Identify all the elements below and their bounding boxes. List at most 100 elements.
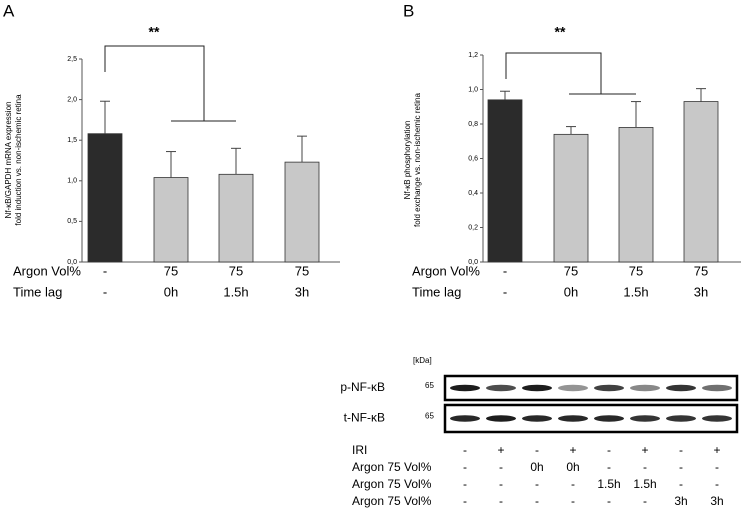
- x-tick-label: 1.5h: [223, 284, 248, 299]
- condition-value: -: [499, 460, 503, 474]
- blot-band: [630, 415, 660, 422]
- condition-value: -: [463, 460, 467, 474]
- condition-value: -: [679, 443, 683, 457]
- condition-value: 1.5h: [597, 477, 620, 491]
- blot-row-label: p-NF-κB: [340, 380, 385, 394]
- x-tick-label: 75: [164, 263, 178, 278]
- condition-value: +: [641, 443, 648, 457]
- x-tick-label: 1.5h: [623, 284, 648, 299]
- kda-label: 65: [425, 381, 434, 390]
- condition-value: 3h: [674, 494, 687, 508]
- y-tick-label: 1,5: [67, 137, 77, 144]
- row-label: Time lag: [13, 284, 62, 299]
- blot-band: [558, 384, 588, 392]
- row-label: Time lag: [412, 284, 461, 299]
- condition-value: 0h: [530, 460, 543, 474]
- condition-value: -: [463, 494, 467, 508]
- blot-band: [486, 384, 516, 392]
- condition-value: -: [643, 494, 647, 508]
- condition-value: -: [715, 460, 719, 474]
- condition-value: -: [535, 477, 539, 491]
- bar: [284, 161, 320, 263]
- condition-value: +: [497, 443, 504, 457]
- y-tick-label: 0,5: [67, 218, 77, 225]
- y-tick-label: 1,2: [468, 52, 478, 59]
- blot-band: [450, 415, 480, 422]
- condition-value: -: [499, 494, 503, 508]
- blot-band: [702, 415, 732, 422]
- y-tick-label: 0,0: [67, 259, 77, 266]
- condition-value: -: [715, 477, 719, 491]
- y-tick-label: 2,5: [67, 56, 77, 63]
- x-tick-label: 0h: [564, 284, 578, 299]
- y-axis-label: Nf-κB phosphorylation: [403, 121, 412, 200]
- condition-label: Argon 75 Vol%: [352, 460, 432, 474]
- x-tick-label: 0h: [164, 284, 178, 299]
- x-tick-label: -: [503, 263, 507, 278]
- condition-value: -: [607, 494, 611, 508]
- panel-label: B: [403, 1, 414, 20]
- condition-value: -: [571, 494, 575, 508]
- x-tick-label: 75: [564, 263, 578, 278]
- y-tick-label: 0,6: [468, 155, 478, 162]
- condition-label: IRI: [352, 443, 367, 457]
- blot-band: [594, 384, 624, 392]
- bar: [153, 177, 189, 263]
- y-tick-label: 0,4: [468, 190, 478, 197]
- y-tick-label: 0,8: [468, 121, 478, 128]
- x-tick-label: 3h: [694, 284, 708, 299]
- condition-value: +: [713, 443, 720, 457]
- condition-value: -: [463, 477, 467, 491]
- condition-label: Argon 75 Vol%: [352, 477, 432, 491]
- blot-row-label: t-NF-κB: [344, 411, 385, 425]
- significance: **: [555, 24, 566, 40]
- significance-bracket: [104, 45, 205, 121]
- x-tick-label: 75: [629, 263, 643, 278]
- x-tick-label: -: [503, 284, 507, 299]
- blot-band: [594, 415, 624, 422]
- x-tick-label: 3h: [295, 284, 309, 299]
- blot-band: [630, 384, 660, 392]
- blot-band: [450, 384, 480, 392]
- bar: [618, 127, 654, 263]
- y-axis-label: fold exchange vs. non-ischemic retina: [413, 93, 422, 227]
- bar: [218, 173, 254, 263]
- blot-band: [522, 415, 552, 422]
- condition-label: Argon 75 Vol%: [352, 494, 432, 508]
- x-tick-label: 75: [229, 263, 243, 278]
- panel-label: A: [3, 1, 15, 20]
- condition-value: -: [607, 460, 611, 474]
- condition-value: 0h: [566, 460, 579, 474]
- bar: [683, 101, 719, 263]
- x-tick-label: 75: [295, 263, 309, 278]
- condition-value: -: [463, 443, 467, 457]
- condition-value: 1.5h: [633, 477, 656, 491]
- row-label: Argon Vol%: [13, 263, 81, 278]
- significance: **: [149, 24, 160, 40]
- bar: [87, 133, 123, 263]
- bar: [487, 99, 523, 263]
- condition-value: -: [643, 460, 647, 474]
- blot-band: [702, 384, 732, 392]
- condition-value: -: [571, 477, 575, 491]
- y-tick-label: 1,0: [67, 178, 77, 185]
- blot-band: [558, 415, 588, 422]
- x-tick-label: -: [103, 284, 107, 299]
- x-tick-label: -: [103, 263, 107, 278]
- unit-label: [kDa]: [413, 356, 432, 365]
- y-axis-label: Nf-κB/GAPDH mRNA expression: [4, 102, 13, 219]
- blot-band: [522, 384, 552, 392]
- bar: [553, 133, 589, 263]
- row-label: Argon Vol%: [412, 263, 480, 278]
- y-tick-label: 1,0: [468, 86, 478, 93]
- y-tick-label: 2,0: [67, 96, 77, 103]
- condition-value: -: [535, 494, 539, 508]
- y-tick-label: 0,0: [468, 259, 478, 266]
- x-tick-label: 75: [694, 263, 708, 278]
- condition-value: -: [499, 477, 503, 491]
- condition-value: +: [569, 443, 576, 457]
- y-axis-label: fold induction vs. non-ischemic retina: [14, 94, 23, 226]
- condition-value: -: [535, 443, 539, 457]
- blot-band: [486, 415, 516, 422]
